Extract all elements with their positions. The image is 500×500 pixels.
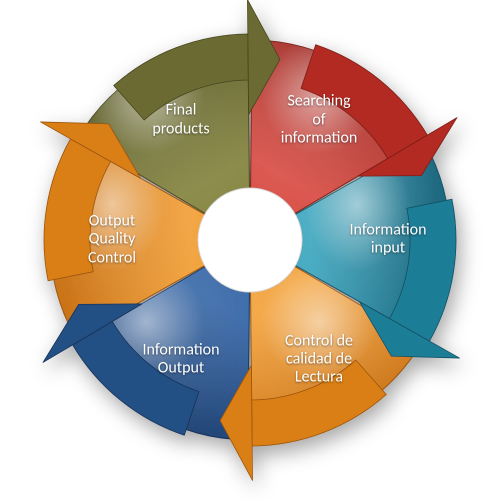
cycle-diagram: Searching of informationInformation inpu…	[0, 0, 500, 500]
center-circle	[198, 188, 302, 292]
cycle-svg	[0, 0, 500, 500]
